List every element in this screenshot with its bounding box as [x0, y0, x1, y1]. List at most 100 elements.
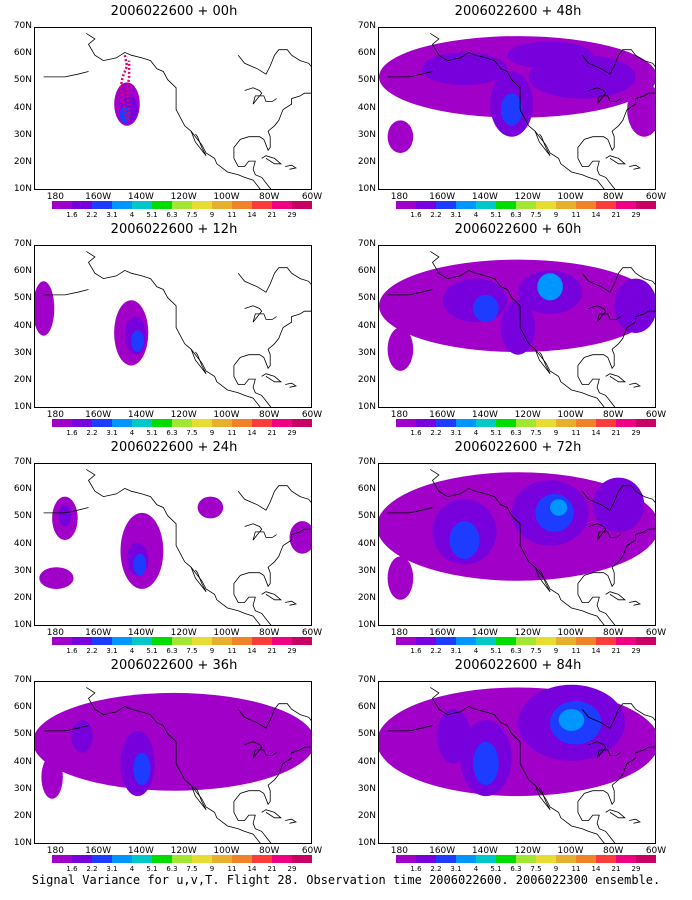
colorbar-level-label: 7.5 [530, 211, 542, 219]
colorbar-swatch [476, 419, 496, 427]
lon-tick-label: 140W [471, 846, 498, 856]
colorbar-swatch [192, 419, 212, 427]
lat-tick-label: 70N [357, 457, 376, 467]
lat-tick-label: 70N [13, 457, 32, 467]
colorbar-level-label: 21 [611, 211, 621, 219]
lon-tick-label: 120W [170, 628, 197, 638]
contour-region [58, 504, 72, 527]
colorbar-level-label: 2.2 [86, 865, 98, 873]
lat-tick-label: 20N [357, 592, 376, 603]
colorbar [396, 419, 656, 427]
lon-tick-label: 160W [429, 192, 456, 202]
colorbar-swatch [636, 637, 656, 645]
lat-tick-label: 60N [357, 484, 376, 495]
lon-tick-label: 140W [127, 410, 154, 420]
coastlines [387, 251, 655, 407]
colorbar-swatch [192, 855, 212, 863]
lat-tick-label: 50N [357, 511, 376, 522]
lon-tick-label: 100W [213, 846, 240, 856]
contour-region [387, 327, 414, 371]
colorbar-swatch [536, 201, 556, 209]
lon-tick-label: 120W [170, 846, 197, 856]
colorbar-level-label: 21 [611, 429, 621, 437]
colorbar-swatch [476, 855, 496, 863]
colorbar-level-label: 21 [267, 429, 277, 437]
variance-contours [379, 684, 655, 797]
lon-tick-label: 140W [471, 192, 498, 202]
lat-tick-label: 40N [13, 756, 32, 767]
contour-region [163, 701, 249, 729]
colorbar-level-label: 9 [209, 865, 215, 873]
lon-tick-label: 100W [557, 628, 584, 638]
colorbar-level-label: 5.1 [490, 647, 502, 655]
lat-tick-label: 60N [357, 266, 376, 277]
lon-tick-label: 60W [301, 846, 323, 856]
colorbar-swatch [496, 419, 516, 427]
lon-tick-label: 60W [301, 410, 323, 420]
colorbar-swatch [476, 637, 496, 645]
lat-tick-label: 70N [13, 675, 32, 685]
colorbar-swatch [52, 201, 72, 209]
lon-tick-label: 80W [603, 628, 624, 638]
colorbar-level-label: 11 [571, 865, 581, 873]
lon-tick-label: 120W [514, 192, 541, 202]
colorbar-swatch [72, 855, 92, 863]
colorbar-swatch [596, 419, 616, 427]
colorbar-swatch [616, 637, 636, 645]
colorbar-swatch [92, 419, 112, 427]
lon-tick-label: 100W [557, 410, 584, 420]
lon-tick-label: 80W [603, 410, 624, 420]
coastlines [43, 33, 311, 189]
lat-tick-label: 40N [357, 320, 376, 331]
colorbar-swatch [212, 419, 232, 427]
coastlines [387, 469, 655, 625]
contour-region [387, 120, 414, 153]
variance-contours [35, 692, 311, 799]
lat-tick-label: 50N [357, 293, 376, 304]
variance-contours [39, 496, 311, 589]
contour-region [39, 567, 74, 589]
colorbar-swatch [576, 201, 596, 209]
colorbar-swatch [212, 201, 232, 209]
colorbar-level-label: 21 [267, 865, 277, 873]
colorbar-level-label: 14 [591, 211, 601, 219]
lat-tick-label: 30N [357, 129, 376, 140]
contour-region [449, 521, 480, 560]
contour-region [473, 294, 499, 323]
colorbar-swatch [52, 637, 72, 645]
panel-title: 2006022600 + 72h [454, 440, 582, 455]
colorbar-swatch [436, 855, 456, 863]
colorbar-swatch [112, 201, 132, 209]
colorbar-swatch [272, 637, 292, 645]
lon-tick-label: 60W [301, 192, 323, 202]
map-panel: 2006022600 + 00h 70N 60N 50N 40N 30N 20N 10N 180… [0, 4, 340, 219]
colorbar [52, 855, 312, 863]
contour-region [614, 278, 655, 333]
contour-region [71, 720, 93, 753]
colorbar-swatch [616, 201, 636, 209]
lon-tick-label: 180 [46, 846, 64, 856]
colorbar-swatch [396, 855, 416, 863]
colorbar-level-label: 5.1 [490, 865, 502, 873]
colorbar-swatch [132, 419, 152, 427]
colorbar-swatch [556, 201, 576, 209]
lat-tick-label: 10N [13, 402, 32, 412]
colorbar-swatch [272, 201, 292, 209]
colorbar-level-label: 1.6 [410, 865, 422, 873]
colorbar-level-label: 7.5 [186, 647, 198, 655]
colorbar-level-label: 3.1 [450, 865, 462, 873]
lat-tick-label: 50N [357, 75, 376, 86]
colorbar-swatch [576, 637, 596, 645]
colorbar-swatch [292, 855, 312, 863]
lon-tick-label: 180 [390, 192, 408, 202]
coastlines [43, 469, 311, 625]
lon-tick-label: 120W [170, 192, 197, 202]
colorbar-swatch [132, 201, 152, 209]
colorbar-level-label: 14 [247, 211, 257, 219]
coastlines [387, 687, 655, 843]
map-plot-area [378, 463, 656, 626]
colorbar-swatch [272, 419, 292, 427]
colorbar-level-label: 3.1 [106, 865, 118, 873]
contour-region [41, 755, 63, 799]
colorbar [396, 855, 656, 863]
